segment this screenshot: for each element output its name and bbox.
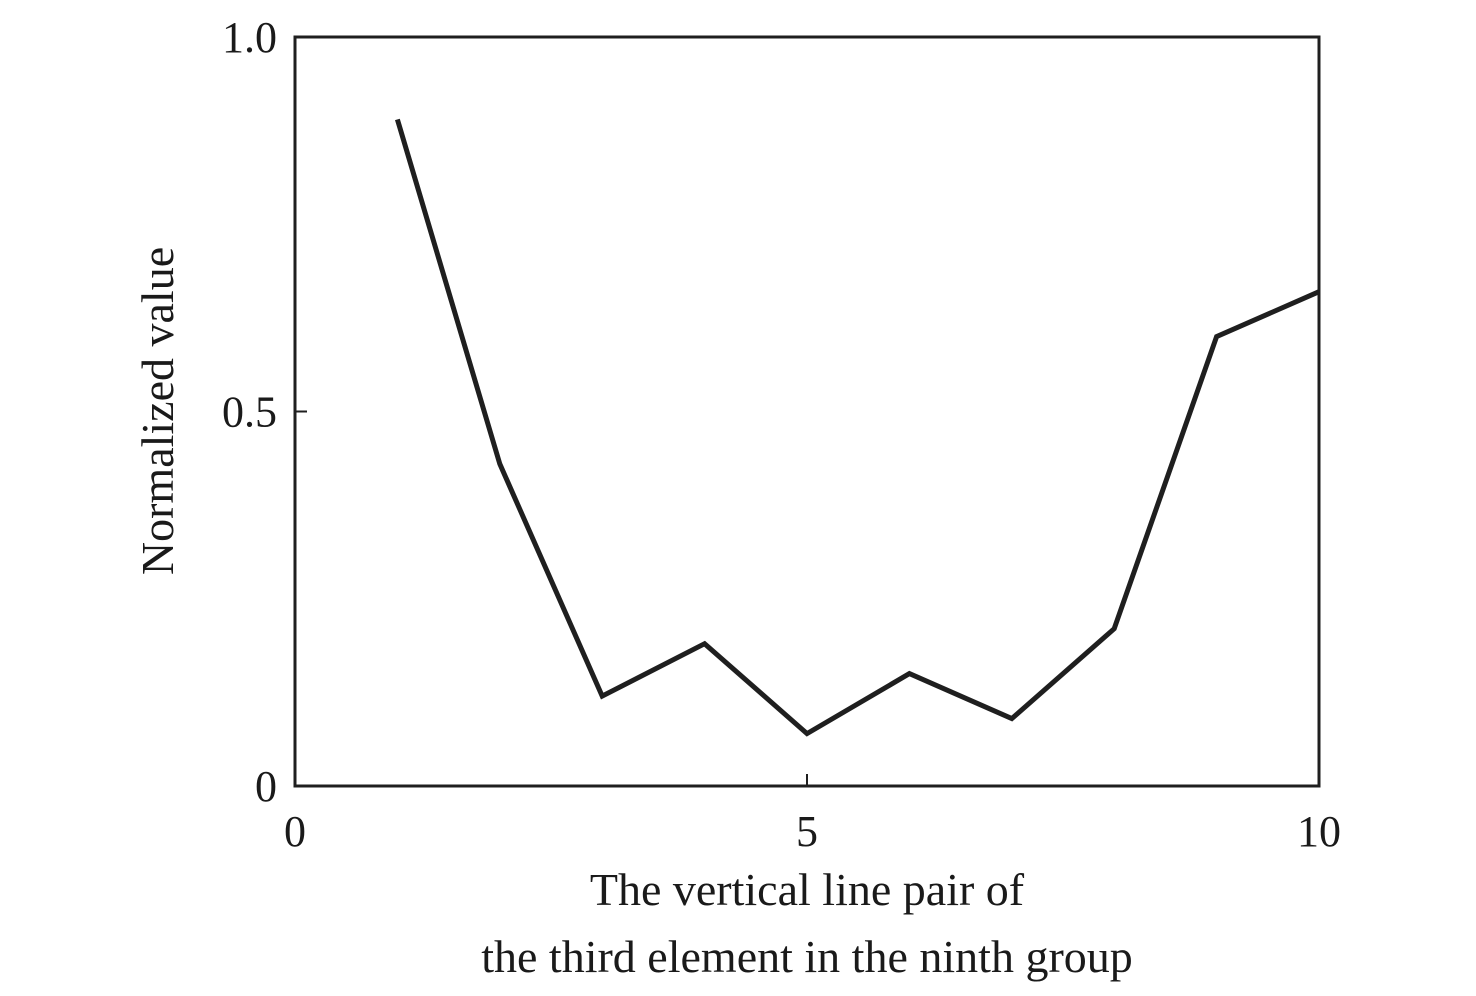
x-ticks: 0 5 10 xyxy=(284,774,1341,856)
y-tick-label: 0 xyxy=(255,762,277,811)
y-ticks: 0 0.5 1.0 xyxy=(222,13,307,811)
x-tick-label: 10 xyxy=(1297,807,1341,856)
series-line xyxy=(395,118,1321,737)
y-tick-label: 0.5 xyxy=(222,388,277,437)
x-tick-label: 0 xyxy=(284,807,306,856)
x-axis-title-line-1: The vertical line pair of xyxy=(590,864,1025,915)
plot-frame xyxy=(293,35,1321,788)
y-tick-label: 1.0 xyxy=(222,13,277,62)
x-axis-title-line-2: the third element in the ninth group xyxy=(481,931,1133,982)
x-tick-label: 5 xyxy=(796,807,818,856)
y-axis-title: Normalized value xyxy=(132,247,183,575)
